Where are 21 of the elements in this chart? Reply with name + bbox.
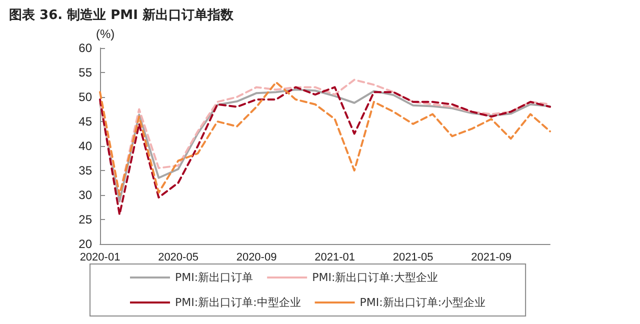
x-tick-label: 2021-05 bbox=[392, 252, 434, 264]
x-tick-label: 2021-01 bbox=[314, 252, 355, 264]
legend-label: PMI:新出口订单:小型企业 bbox=[360, 296, 486, 309]
x-tick-label: 2021-09 bbox=[471, 252, 512, 264]
y-tick-label: 40 bbox=[78, 139, 92, 153]
y-tick-label: 45 bbox=[78, 114, 92, 128]
x-tick-label: 2020-09 bbox=[236, 252, 277, 264]
y-tick-label: 50 bbox=[78, 90, 92, 104]
y-axis-title: (%) bbox=[96, 27, 115, 41]
x-tick-label: 2020-05 bbox=[158, 252, 198, 264]
y-tick-label: 35 bbox=[78, 164, 92, 178]
legend-label: PMI:新出口订单:中型企业 bbox=[175, 296, 301, 309]
chart-title: 图表 36. 制造业 PMI 新出口订单指数 bbox=[9, 7, 234, 23]
y-tick-label: 30 bbox=[78, 188, 92, 202]
y-tick-label: 55 bbox=[78, 66, 92, 80]
y-tick-label: 20 bbox=[78, 237, 92, 251]
legend-label: PMI:新出口订单 bbox=[175, 271, 254, 284]
x-tick-label: 2020-01 bbox=[80, 252, 120, 264]
legend-label: PMI:新出口订单:大型企业 bbox=[312, 271, 438, 284]
y-tick-label: 25 bbox=[78, 212, 92, 226]
y-tick-label: 60 bbox=[78, 41, 92, 55]
